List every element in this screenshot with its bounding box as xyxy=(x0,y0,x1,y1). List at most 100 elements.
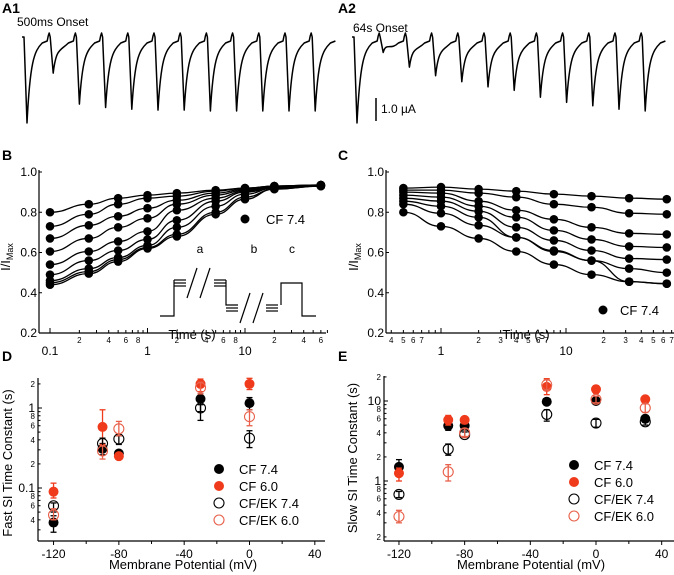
data-point xyxy=(172,223,182,232)
x-minor-tick-label: 6 xyxy=(411,336,416,345)
c-legend-marker xyxy=(598,305,608,315)
data-point xyxy=(113,211,123,221)
data-point xyxy=(662,279,672,288)
legend-item: CF/EK 7.4 xyxy=(568,492,654,507)
data-point xyxy=(45,270,55,279)
data-point xyxy=(662,243,672,252)
data-point xyxy=(240,194,250,204)
c-legend-label: CF 7.4 xyxy=(620,303,659,318)
x-tick-label: 40 xyxy=(308,547,322,561)
panel-b: 0.20.40.60.81.02 4 6 8 2 4 6 8 2 4 60.1 1 10 xyxy=(20,165,328,358)
c-ylabel-sub: Max xyxy=(353,243,363,261)
y-minor-tick-label: 6 xyxy=(31,422,36,431)
y-tick-label: 1.0 xyxy=(20,165,37,179)
legend-marker-open xyxy=(568,493,580,505)
data-point xyxy=(48,482,59,499)
data-point xyxy=(511,192,521,202)
marker-filled xyxy=(459,414,470,425)
legend-label: CF 6.0 xyxy=(594,475,633,490)
d-xlabel: Membrane Potential (mV) xyxy=(109,557,257,572)
protocol-label-b: b xyxy=(251,242,258,256)
x-tick-label: -80 xyxy=(456,547,474,561)
y-major-tick-label: 1 xyxy=(28,401,35,415)
marker-open xyxy=(541,379,553,391)
data-point xyxy=(624,277,634,286)
data-point xyxy=(474,221,483,230)
y-major-tick-label: 0.1 xyxy=(18,481,35,495)
data-point xyxy=(662,268,672,277)
data-point xyxy=(442,443,454,456)
protocol-label-a: a xyxy=(197,242,204,256)
x-minor-tick-label: 4 xyxy=(514,336,519,345)
data-point xyxy=(511,212,521,222)
marker-open xyxy=(96,445,109,457)
marker-open xyxy=(194,382,207,394)
x-tick-label: -40 xyxy=(176,547,194,561)
data-point xyxy=(442,464,454,482)
data-point xyxy=(624,264,634,273)
data-point xyxy=(662,194,672,204)
x-minor-tick-label: 6 xyxy=(124,336,129,345)
data-point xyxy=(45,247,55,256)
y-minor-tick-label: 4 xyxy=(377,509,382,518)
data-point xyxy=(143,244,152,253)
data-point xyxy=(211,209,220,219)
y-tick-label: 0.6 xyxy=(20,246,37,260)
x-tick-label: -120 xyxy=(387,547,411,561)
x-minor-tick-label: 3 xyxy=(623,336,628,345)
data-point xyxy=(243,409,256,427)
data-point xyxy=(172,232,182,241)
legend-label: CF/EK 7.4 xyxy=(594,492,654,507)
marker-filled xyxy=(113,451,124,462)
y-tick-label: 0.8 xyxy=(367,205,384,219)
y-tick-label: 0.4 xyxy=(20,286,37,300)
y-minor-tick-label: 6 xyxy=(31,502,36,511)
y-minor-tick-label: 8 xyxy=(377,405,382,414)
svg-text:I/IMax: I/IMax xyxy=(346,243,363,271)
data-point xyxy=(113,199,123,209)
data-point xyxy=(113,451,124,462)
y-tick-label: 0.2 xyxy=(20,326,37,340)
x-minor-tick-label: 5 xyxy=(401,336,406,345)
c-ylabel: I/IMax xyxy=(346,243,363,271)
data-point xyxy=(541,396,552,407)
data-point xyxy=(244,396,255,411)
marker-open xyxy=(459,427,471,439)
data-point xyxy=(459,427,471,439)
marker-open xyxy=(393,488,405,500)
x-minor-tick-label: 4 xyxy=(389,336,394,345)
x-minor-tick-label: 5 xyxy=(526,336,531,345)
data-point xyxy=(587,246,596,255)
data-point xyxy=(587,235,596,244)
data-point xyxy=(549,236,559,245)
legend-marker-open xyxy=(213,497,225,509)
legend-marker-filled xyxy=(569,477,579,487)
d-legend: CF 7.4 CF 6.0 CF/EK 7.4 CF/EK 6.0 xyxy=(213,462,299,528)
y-minor-tick-label: 8 xyxy=(377,485,382,494)
data-point xyxy=(45,260,55,269)
data-point xyxy=(316,181,326,191)
y-minor-tick-label: 6 xyxy=(377,415,382,424)
data-point xyxy=(591,384,601,395)
protocol-diagram xyxy=(160,267,316,324)
data-point xyxy=(47,508,60,521)
data-point xyxy=(474,212,483,222)
data-point xyxy=(96,444,109,460)
x-tick-label: -40 xyxy=(522,547,540,561)
legend-item: CF 7.4 xyxy=(214,462,278,477)
marker-open xyxy=(47,509,60,521)
data-point xyxy=(549,247,559,256)
b-legend-label: CF 7.4 xyxy=(266,212,305,227)
data-point xyxy=(399,199,408,209)
data-point xyxy=(549,189,559,199)
data-point xyxy=(270,184,279,194)
marker-filled xyxy=(591,384,601,395)
c-xlabel: Time (s) xyxy=(502,327,549,342)
legend-label: CF 7.4 xyxy=(239,462,278,477)
data-point xyxy=(172,216,182,225)
data-point xyxy=(143,235,152,244)
legend-item: CF 6.0 xyxy=(569,475,633,490)
marker-filled xyxy=(97,421,108,432)
marker-open xyxy=(541,408,553,420)
